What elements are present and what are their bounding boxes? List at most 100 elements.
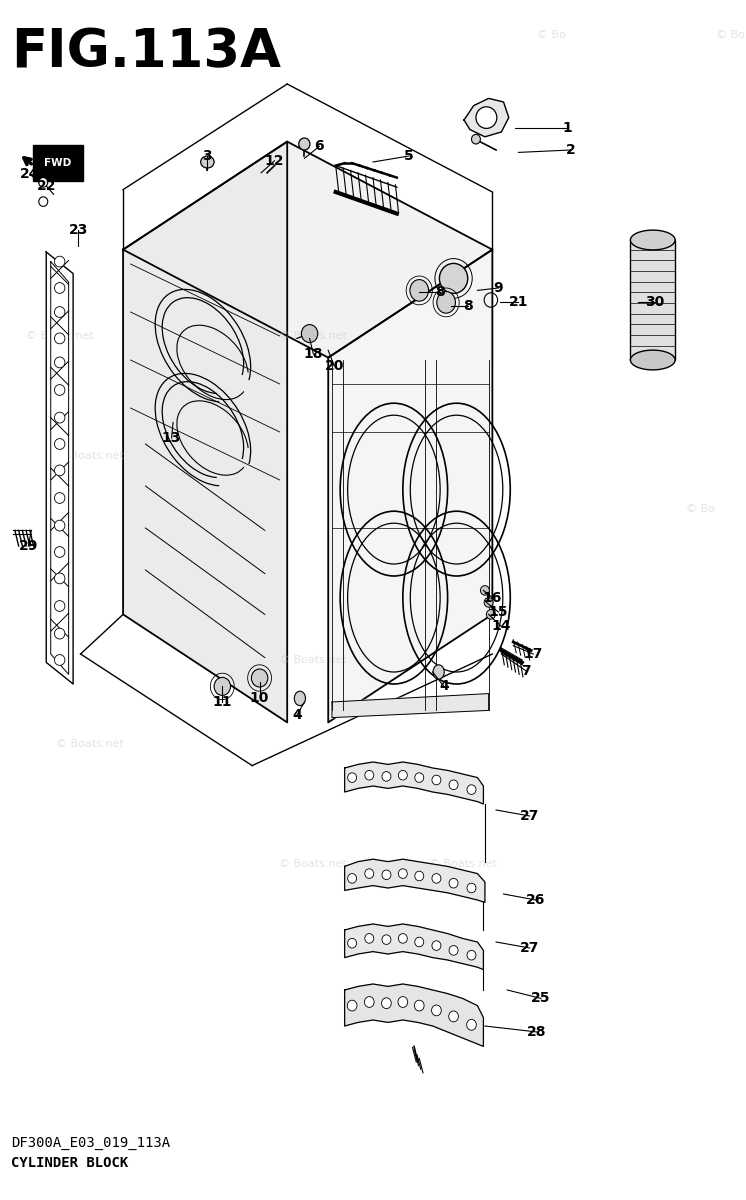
Ellipse shape: [365, 934, 374, 943]
Ellipse shape: [630, 350, 675, 370]
Ellipse shape: [398, 996, 407, 1008]
Text: DF300A_E03_019_113A: DF300A_E03_019_113A: [11, 1135, 170, 1150]
Ellipse shape: [476, 107, 497, 128]
Text: © Bo: © Bo: [686, 504, 715, 514]
Ellipse shape: [415, 1001, 424, 1010]
Ellipse shape: [415, 773, 424, 782]
Text: 5: 5: [404, 149, 414, 163]
Ellipse shape: [449, 1010, 458, 1022]
Text: © Boats.net: © Boats.net: [26, 331, 93, 341]
Text: © Bo: © Bo: [537, 30, 566, 40]
Ellipse shape: [214, 677, 231, 695]
Ellipse shape: [54, 256, 65, 266]
Ellipse shape: [433, 665, 445, 679]
Ellipse shape: [54, 464, 65, 475]
Ellipse shape: [54, 358, 65, 367]
Ellipse shape: [382, 997, 391, 1008]
Ellipse shape: [382, 772, 391, 781]
Text: 27: 27: [520, 809, 539, 823]
Ellipse shape: [54, 600, 65, 611]
Ellipse shape: [348, 938, 357, 948]
Ellipse shape: [54, 413, 65, 422]
Text: 29: 29: [19, 539, 38, 553]
Text: 6: 6: [315, 139, 324, 154]
Text: 13: 13: [162, 431, 181, 445]
Ellipse shape: [298, 138, 310, 150]
Ellipse shape: [439, 263, 468, 293]
Text: 4: 4: [439, 679, 449, 694]
Text: CYLINDER BLOCK: CYLINDER BLOCK: [11, 1156, 128, 1170]
Ellipse shape: [54, 547, 65, 557]
Polygon shape: [345, 924, 483, 970]
Polygon shape: [328, 250, 492, 722]
Ellipse shape: [39, 178, 48, 187]
Text: © Boats.net: © Boats.net: [429, 859, 496, 869]
Text: © Boats.net: © Boats.net: [280, 331, 347, 341]
Ellipse shape: [398, 770, 407, 780]
Ellipse shape: [415, 871, 424, 881]
Ellipse shape: [484, 598, 493, 607]
Text: 8: 8: [435, 284, 445, 299]
Ellipse shape: [54, 492, 65, 504]
FancyBboxPatch shape: [630, 240, 675, 360]
Text: 1: 1: [562, 121, 572, 136]
Ellipse shape: [398, 934, 407, 943]
Text: 25: 25: [531, 991, 551, 1006]
Text: 10: 10: [250, 691, 269, 706]
Ellipse shape: [432, 874, 441, 883]
Ellipse shape: [432, 775, 441, 785]
Ellipse shape: [486, 610, 495, 619]
Text: 23: 23: [69, 223, 88, 238]
Ellipse shape: [449, 946, 458, 955]
Ellipse shape: [467, 785, 476, 794]
Ellipse shape: [630, 230, 675, 250]
Text: 8: 8: [463, 299, 474, 313]
Text: 4: 4: [292, 708, 302, 722]
Text: 12: 12: [265, 154, 284, 168]
Text: 24: 24: [20, 167, 40, 181]
FancyBboxPatch shape: [33, 145, 83, 181]
Ellipse shape: [54, 572, 65, 583]
Ellipse shape: [348, 874, 357, 883]
Ellipse shape: [251, 670, 268, 686]
Ellipse shape: [365, 770, 374, 780]
Text: 26: 26: [526, 893, 545, 907]
Text: 2: 2: [565, 143, 576, 157]
Text: 27: 27: [520, 941, 539, 955]
Ellipse shape: [398, 869, 407, 878]
Polygon shape: [345, 762, 483, 804]
Ellipse shape: [201, 156, 214, 168]
Ellipse shape: [301, 324, 318, 343]
Ellipse shape: [54, 282, 65, 293]
Ellipse shape: [54, 438, 65, 449]
Ellipse shape: [364, 996, 374, 1008]
Text: 22: 22: [37, 179, 56, 193]
Polygon shape: [332, 694, 489, 718]
Polygon shape: [464, 98, 509, 137]
Text: 3: 3: [203, 149, 212, 163]
Polygon shape: [46, 252, 73, 684]
Ellipse shape: [449, 780, 458, 790]
Text: 18: 18: [304, 347, 323, 361]
Ellipse shape: [348, 773, 357, 782]
Ellipse shape: [467, 1020, 476, 1030]
Ellipse shape: [480, 586, 489, 595]
Ellipse shape: [471, 134, 480, 144]
Polygon shape: [345, 859, 485, 902]
Text: 11: 11: [213, 695, 232, 709]
Text: FIG.113A: FIG.113A: [11, 26, 281, 78]
Ellipse shape: [54, 629, 65, 638]
Ellipse shape: [382, 870, 391, 880]
Text: 21: 21: [509, 295, 528, 310]
Ellipse shape: [365, 869, 374, 878]
Text: 15: 15: [489, 605, 508, 619]
Ellipse shape: [347, 1001, 357, 1010]
Ellipse shape: [294, 691, 306, 706]
Ellipse shape: [54, 334, 65, 344]
Ellipse shape: [415, 937, 424, 947]
Text: © Boats.net: © Boats.net: [56, 739, 123, 749]
Text: FWD: FWD: [44, 158, 72, 168]
Ellipse shape: [54, 655, 65, 665]
Ellipse shape: [382, 935, 391, 944]
Ellipse shape: [432, 941, 441, 950]
